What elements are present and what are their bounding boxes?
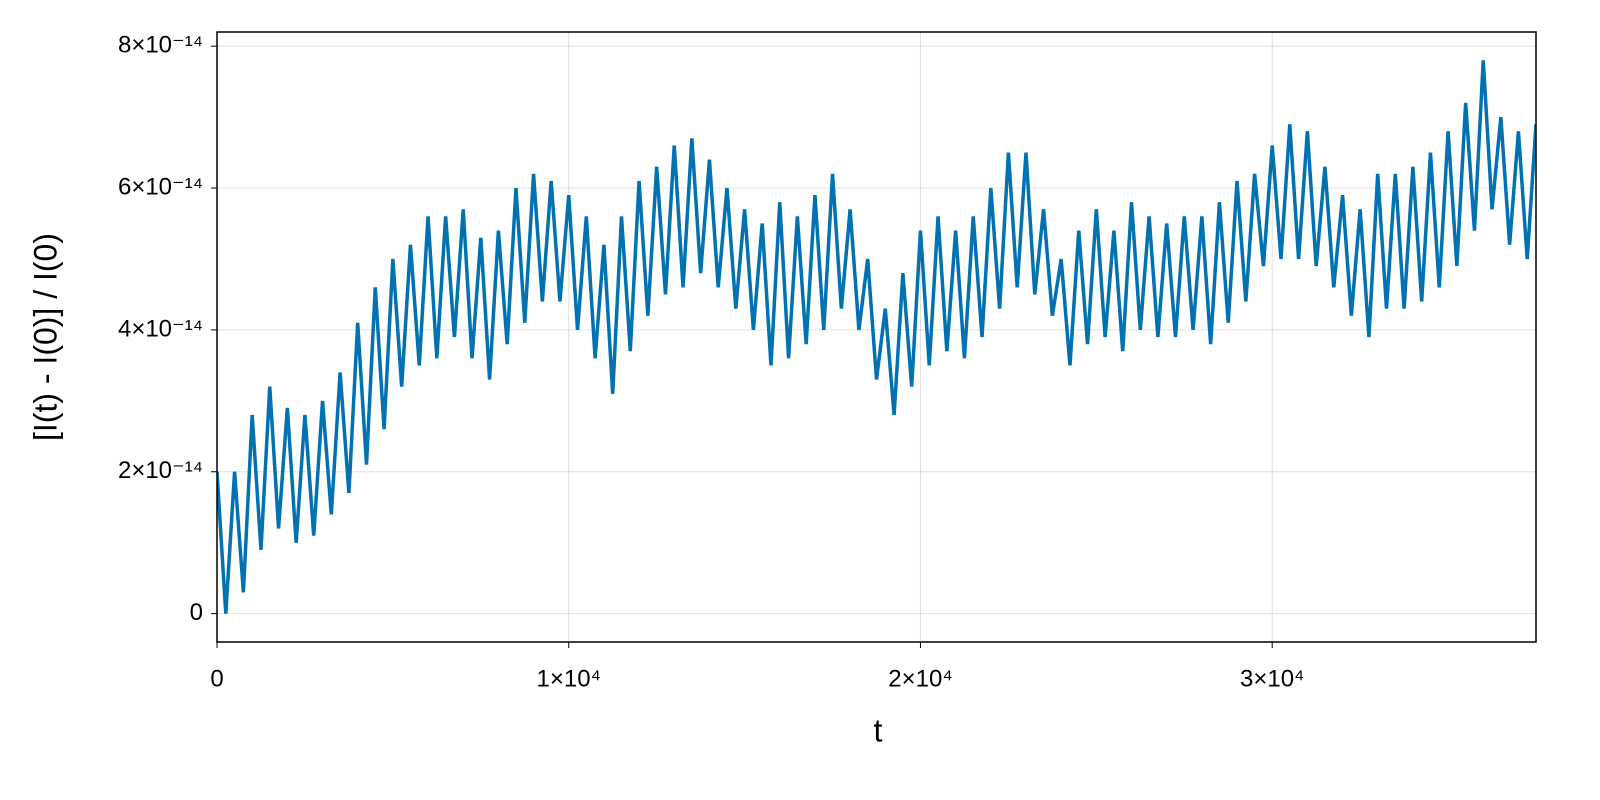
- x-tick-label: 2×10⁴: [888, 665, 952, 692]
- y-tick-label: 8×10⁻¹⁴: [118, 32, 203, 59]
- y-tick-label: 4×10⁻¹⁴: [118, 315, 203, 342]
- x-tick-label: 0: [210, 665, 223, 692]
- y-axis-label: [I(t) - I(0)] / I(0): [27, 233, 63, 441]
- y-tick-label: 2×10⁻¹⁴: [118, 457, 203, 484]
- x-axis-label: t: [874, 712, 883, 748]
- data-line: [217, 60, 1536, 614]
- y-tick-label: 0: [190, 599, 203, 626]
- x-tick-label: 3×10⁴: [1240, 665, 1304, 692]
- x-tick-label: 1×10⁴: [537, 665, 601, 692]
- plot-frame: [216, 31, 1537, 643]
- y-tick-label: 6×10⁻¹⁴: [118, 173, 203, 200]
